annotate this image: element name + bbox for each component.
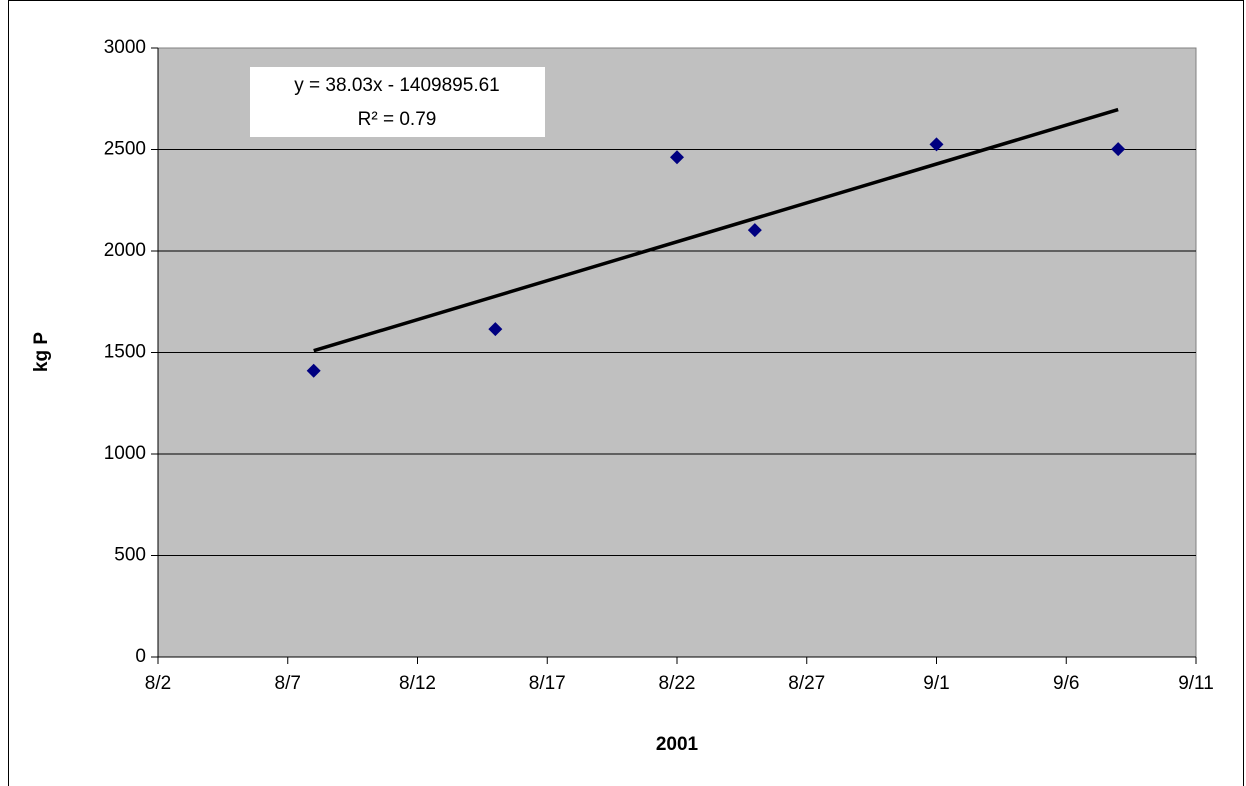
y-tick-label: 2500 bbox=[104, 139, 146, 160]
x-tick-label: 8/17 bbox=[529, 673, 566, 694]
y-tick-label: 500 bbox=[114, 545, 146, 566]
y-tick-label: 0 bbox=[135, 646, 146, 667]
y-tick-label: 2000 bbox=[104, 240, 146, 261]
trendline-label-box bbox=[250, 67, 545, 137]
x-tick-label: 8/2 bbox=[145, 673, 171, 694]
x-axis-label: 2001 bbox=[656, 734, 699, 755]
data-point bbox=[747, 223, 762, 238]
data-point bbox=[670, 150, 684, 165]
y-axis-label: kg P bbox=[31, 332, 52, 372]
y-tick-label: 1500 bbox=[104, 342, 146, 363]
trendline bbox=[313, 107, 1119, 353]
x-tick-label: 8/22 bbox=[659, 673, 696, 694]
data-point bbox=[929, 137, 944, 152]
trendline-r2: R² = 0.79 bbox=[358, 109, 437, 130]
data-point bbox=[488, 322, 503, 337]
data-point bbox=[1111, 142, 1126, 157]
x-tick-label: 9/1 bbox=[923, 673, 949, 694]
x-tick-label: 9/6 bbox=[1053, 673, 1079, 694]
trendline-equation: y = 38.03x - 1409895.61 bbox=[294, 75, 499, 96]
data-point bbox=[306, 363, 321, 378]
x-tick-label: 8/27 bbox=[788, 673, 825, 694]
x-tick-label: 8/12 bbox=[399, 673, 436, 694]
y-tick-label: 3000 bbox=[104, 37, 146, 58]
x-tick-label: 8/7 bbox=[275, 673, 301, 694]
y-tick-label: 1000 bbox=[104, 443, 146, 464]
x-tick-label: 9/11 bbox=[1178, 673, 1214, 694]
